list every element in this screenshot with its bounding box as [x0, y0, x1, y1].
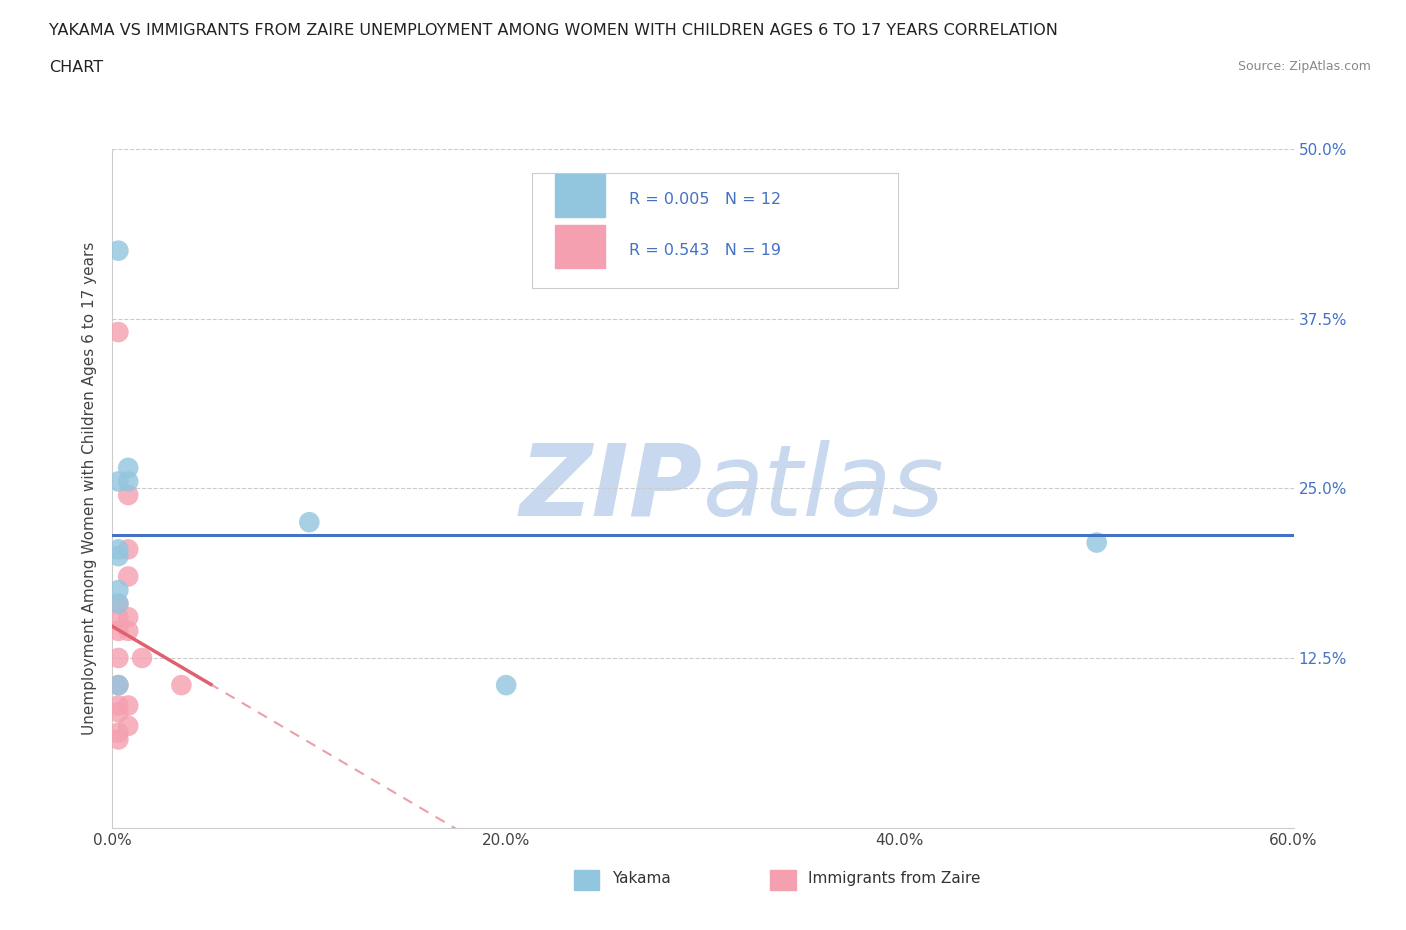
Point [107, 549, 129, 564]
Y-axis label: Unemployment Among Women with Children Ages 6 to 17 years: Unemployment Among Women with Children A… [82, 242, 97, 735]
Text: Source: ZipAtlas.com: Source: ZipAtlas.com [1237, 60, 1371, 73]
Point [107, 678, 129, 693]
Point [117, 698, 139, 713]
Point [107, 596, 129, 611]
Point [107, 474, 129, 489]
Point [107, 582, 129, 598]
Point [107, 725, 129, 740]
Text: Yakama: Yakama [612, 871, 671, 886]
Point [107, 325, 129, 339]
Point [117, 610, 139, 625]
Point [107, 705, 129, 720]
Bar [555, 225, 605, 268]
Point [117, 460, 139, 475]
Text: CHART: CHART [49, 60, 103, 75]
Point [107, 610, 129, 625]
Point [117, 487, 139, 502]
Point [117, 542, 139, 557]
Point [298, 515, 321, 530]
Point [107, 678, 129, 693]
Point [495, 678, 517, 693]
Point [107, 596, 129, 611]
Text: atlas: atlas [703, 440, 945, 537]
Point [107, 623, 129, 638]
Text: R = 0.543   N = 19: R = 0.543 N = 19 [628, 243, 780, 259]
Point [107, 732, 129, 747]
Bar [555, 174, 605, 217]
Point [117, 719, 139, 734]
Text: R = 0.005   N = 12: R = 0.005 N = 12 [628, 193, 780, 207]
Point [117, 474, 139, 489]
Text: Immigrants from Zaire: Immigrants from Zaire [808, 871, 981, 886]
Point [170, 678, 193, 693]
Point [117, 569, 139, 584]
Point [117, 623, 139, 638]
Point [107, 698, 129, 713]
Point [131, 651, 153, 666]
Point [107, 542, 129, 557]
Point [107, 244, 129, 259]
Point [107, 651, 129, 666]
Text: YAKAMA VS IMMIGRANTS FROM ZAIRE UNEMPLOYMENT AMONG WOMEN WITH CHILDREN AGES 6 TO: YAKAMA VS IMMIGRANTS FROM ZAIRE UNEMPLOY… [49, 23, 1059, 38]
Point [1085, 535, 1108, 550]
FancyBboxPatch shape [531, 173, 898, 288]
Text: ZIP: ZIP [520, 440, 703, 537]
